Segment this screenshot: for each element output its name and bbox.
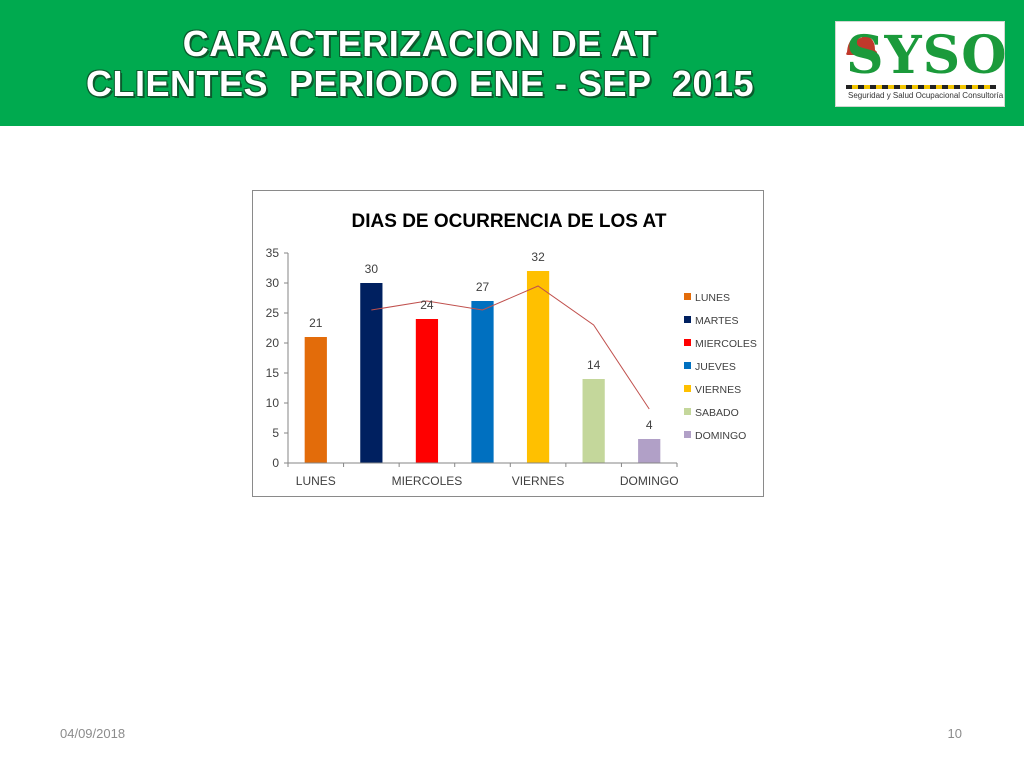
footer-page-number: 10 (947, 726, 962, 741)
y-tick-label: 25 (266, 306, 280, 320)
legend-label: LUNES (695, 292, 730, 304)
data-label: 30 (365, 262, 379, 276)
y-tick-label: 30 (266, 276, 280, 290)
y-tick-label: 0 (272, 456, 279, 470)
bar-martes (360, 283, 383, 463)
y-tick-label: 20 (266, 336, 280, 350)
legend-swatch (684, 408, 691, 415)
x-tick-label: LUNES (296, 474, 336, 488)
y-tick-label: 10 (266, 396, 280, 410)
legend-label: DOMINGO (695, 430, 746, 442)
legend-swatch (684, 431, 691, 438)
hard-hat-icon (846, 35, 877, 55)
x-tick-label: VIERNES (512, 474, 565, 488)
chart-frame: DIAS DE OCURRENCIA DE LOS AT 0 5 10 15 20 25 3… (252, 190, 764, 497)
slide-title-line-1: CARACTERIZACION DE AT (182, 23, 658, 64)
chart-title: DIAS DE OCURRENCIA DE LOS AT (352, 211, 667, 232)
y-tick-label: 15 (266, 366, 280, 380)
bar-miercoles (415, 319, 439, 463)
legend-swatch (684, 316, 691, 323)
bar-lunes (304, 337, 327, 463)
legend-label: MIERCOLES (695, 338, 757, 350)
legend: LUNES MARTES MIERCOLES JUEVES VIERNES SABADO D… (684, 292, 757, 442)
legend-swatch (684, 385, 691, 392)
legend-swatch (684, 293, 691, 300)
bar-jueves (471, 301, 494, 463)
legend-label: JUEVES (695, 361, 736, 373)
y-tick-label: 5 (272, 426, 279, 440)
data-label: 27 (476, 280, 490, 294)
legend-swatch (684, 362, 691, 369)
logo-stripe (846, 85, 996, 89)
slide-title-line-2: CLIENTES PERIODO ENE - SEP 2015 (85, 63, 755, 104)
logo-text: SYSO (846, 25, 1008, 86)
data-label: 14 (587, 358, 601, 372)
data-label: 24 (420, 298, 434, 312)
bar-domingo (638, 439, 661, 463)
data-label: 32 (531, 250, 545, 264)
x-axis: LUNES MIERCOLES VIERNES DOMINGO (287, 462, 679, 488)
bar-sabado (582, 379, 605, 463)
y-axis: 0 5 10 15 20 25 30 35 (266, 246, 289, 470)
slide-title: CARACTERIZACION DE AT CLIENTES PERIODO E… (40, 24, 800, 104)
legend-label: VIERNES (695, 384, 741, 396)
bar-viernes (526, 271, 550, 463)
y-tick-label: 35 (266, 246, 280, 260)
legend-label: SABADO (695, 407, 739, 419)
trendline (371, 285, 650, 410)
data-label: 4 (646, 418, 653, 432)
data-label: 21 (309, 316, 323, 330)
bar-chart: DIAS DE OCURRENCIA DE LOS AT 0 5 10 15 20 25 3… (266, 211, 757, 488)
x-tick-label: MIERCOLES (392, 474, 463, 488)
logo-tagline: Seguridad y Salud Ocupacional Consultorí… (848, 91, 1004, 100)
footer-date: 04/09/2018 (60, 726, 126, 741)
legend-swatch (684, 339, 691, 346)
syso-logo: SYSO Seguridad y Salud Ocupacional Consu… (835, 21, 1008, 107)
bars: 21 30 24 27 32 14 4 (304, 250, 661, 463)
x-tick-label: DOMINGO (620, 474, 679, 488)
legend-label: MARTES (695, 315, 739, 327)
